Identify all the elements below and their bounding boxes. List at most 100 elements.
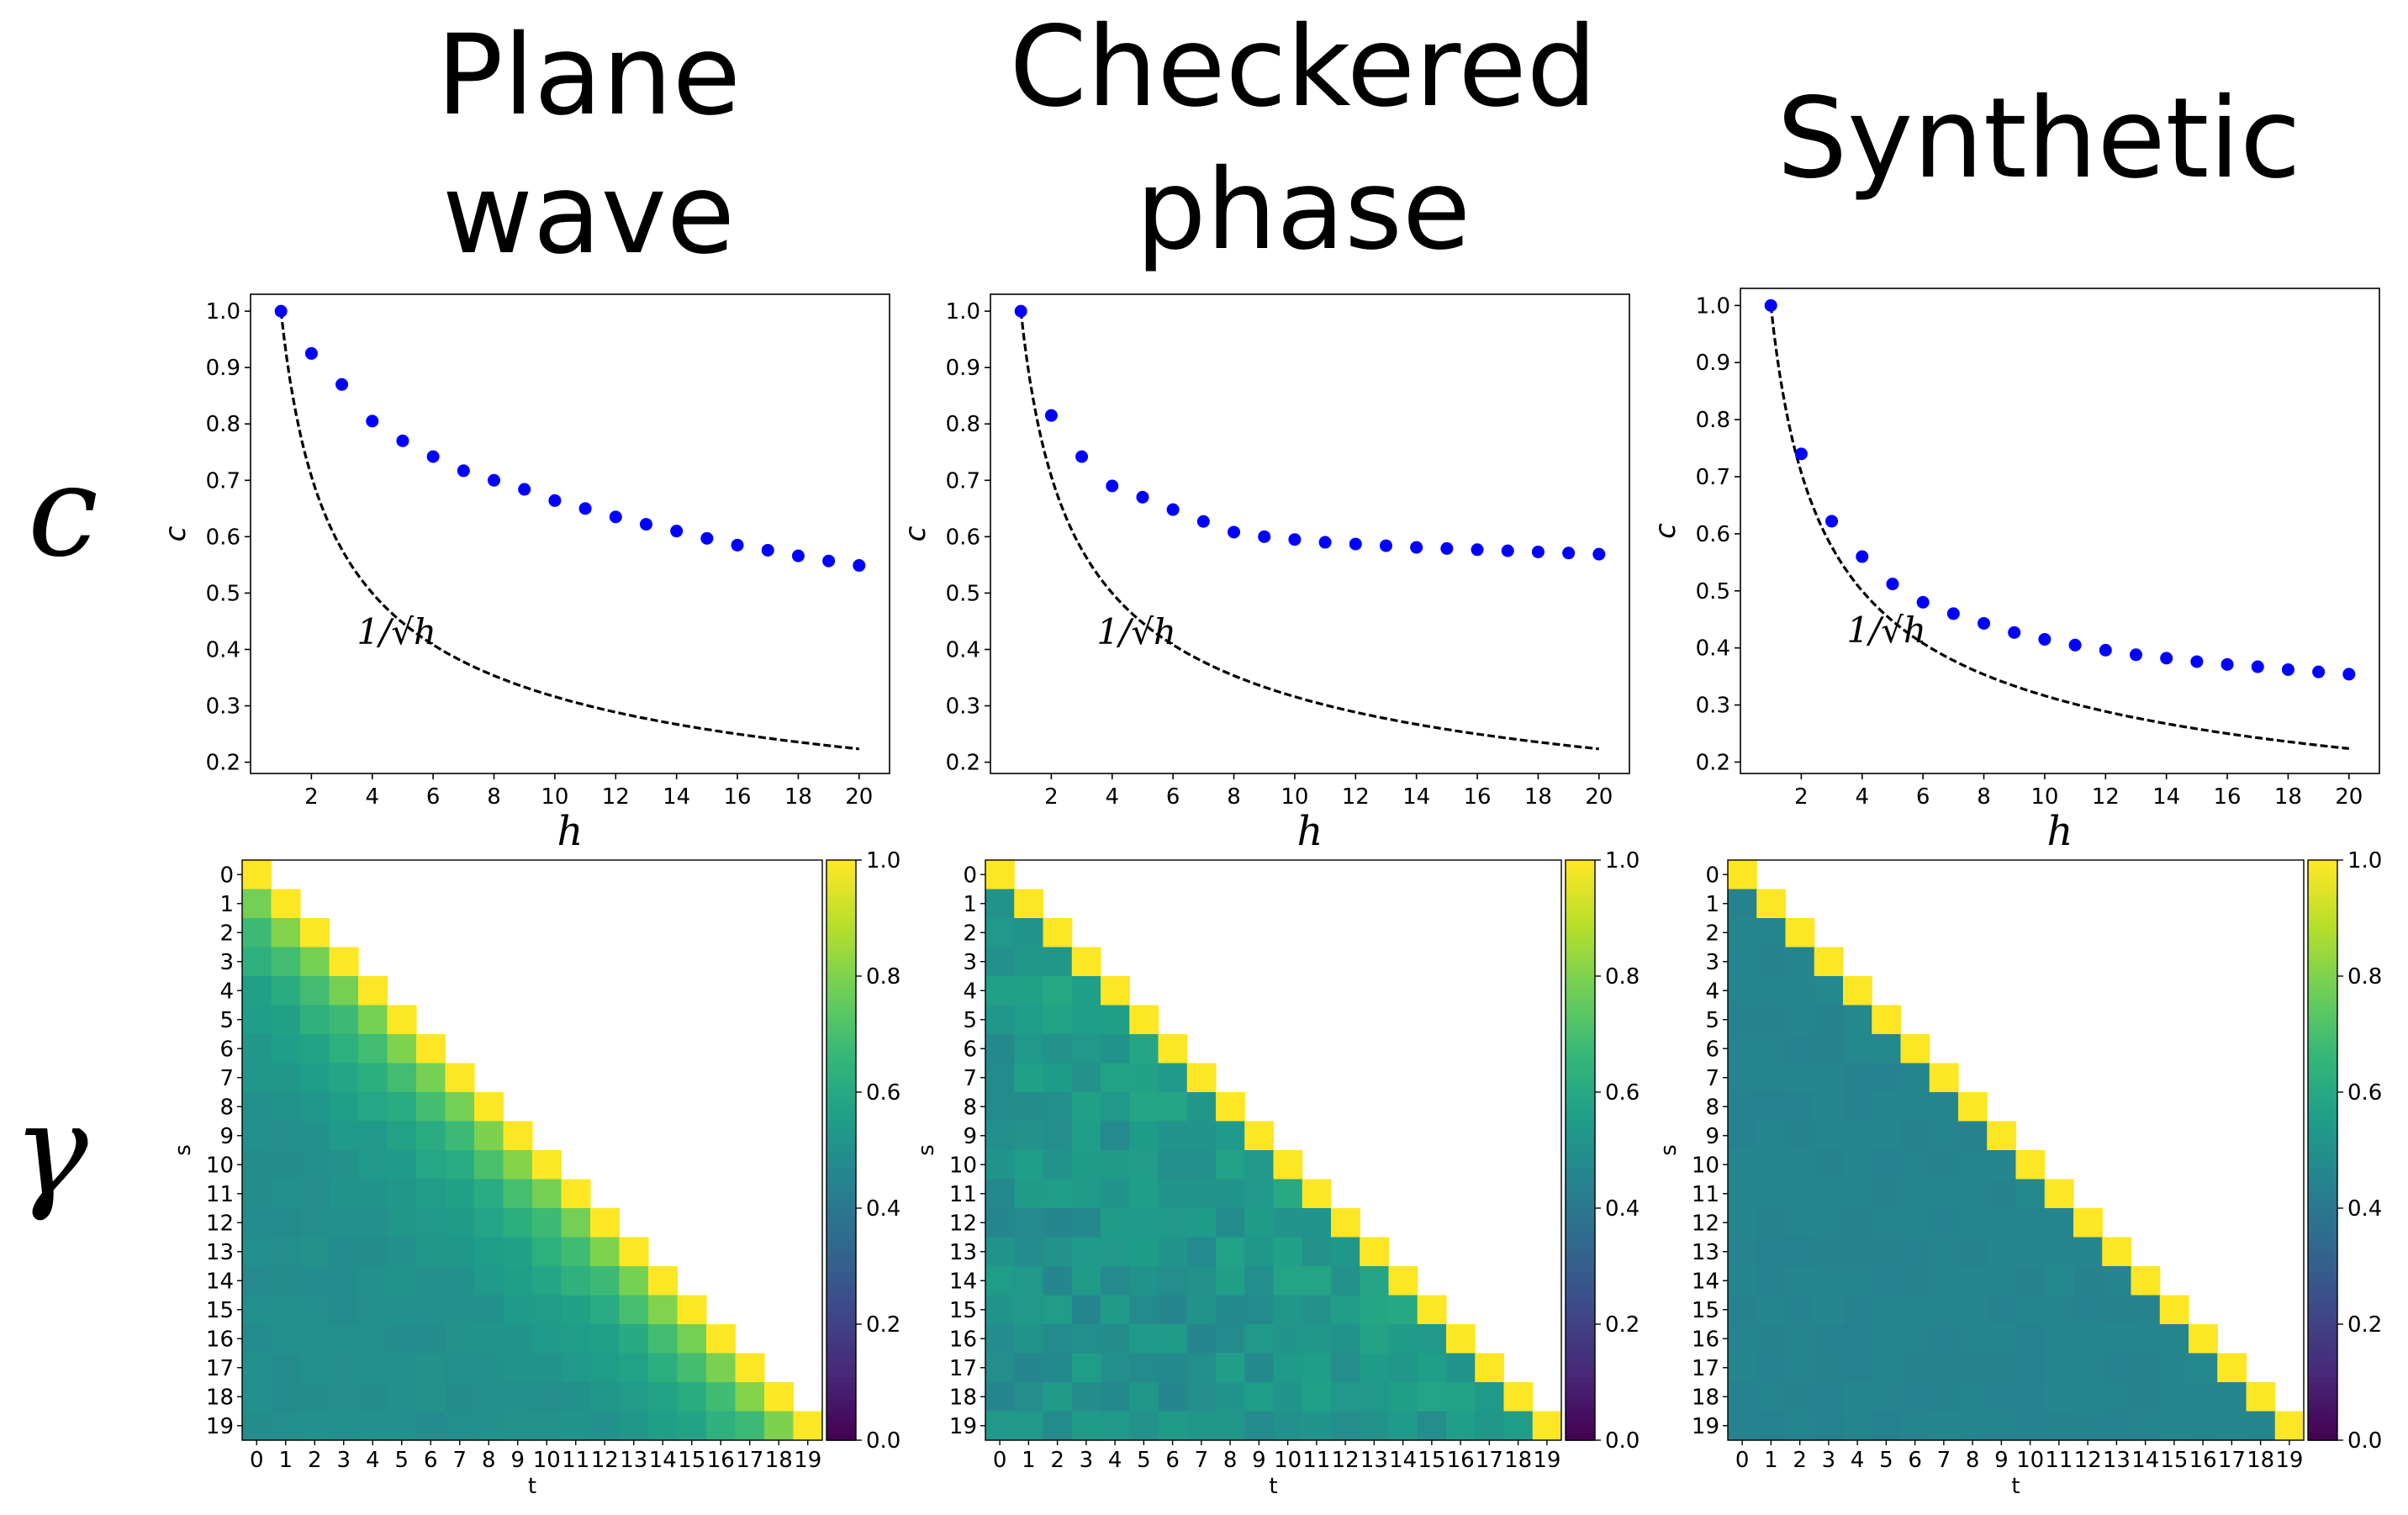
colorbar-segment xyxy=(826,958,856,965)
y-tick-label: 0.2 xyxy=(946,751,980,776)
data-point xyxy=(1258,530,1271,543)
heatmap-cell xyxy=(1014,976,1044,1006)
colorbar-segment xyxy=(2308,1266,2337,1273)
colorbar-segment xyxy=(1566,958,1595,965)
heatmap-cell xyxy=(1900,1208,1930,1238)
heatmap-cell xyxy=(1331,1266,1360,1296)
heatmap-cell xyxy=(985,976,1015,1006)
heatmap-cell xyxy=(1186,1353,1217,1383)
heatmap-cell xyxy=(1244,1266,1275,1296)
heatmap-cell xyxy=(1475,1353,1505,1383)
row-label-gamma: γ xyxy=(13,1078,88,1224)
x-tick-label: 3 xyxy=(336,1448,351,1473)
colorbar-segment xyxy=(2308,964,2337,971)
heatmap-frame xyxy=(241,859,823,1441)
heatmap-cell xyxy=(735,1353,765,1383)
data-point xyxy=(1946,607,1960,620)
colorbar-segment xyxy=(2308,1231,2337,1238)
y-tick-label: 0.6 xyxy=(1696,522,1730,547)
x-tick-label: 11 xyxy=(2045,1448,2073,1473)
data-point xyxy=(761,543,774,557)
heatmap-cell xyxy=(1129,1063,1159,1093)
x-tick-label: 10 xyxy=(2016,1448,2044,1473)
heatmap-cell xyxy=(561,1266,591,1296)
heatmap-cell xyxy=(1302,1353,1332,1383)
y-tick-label: 0.4 xyxy=(206,637,240,662)
heatmap-cell xyxy=(648,1382,679,1412)
colorbar-segment xyxy=(1566,976,1595,983)
heatmap-cell xyxy=(2015,1382,2046,1412)
heatmap-cell xyxy=(1101,1092,1130,1122)
colorbar-segment xyxy=(1566,1254,1595,1261)
colorbar-segment xyxy=(1566,1283,1595,1291)
colorbar-segment xyxy=(826,941,856,948)
heatmap-cell xyxy=(1728,1092,1757,1122)
heatmap-cell xyxy=(677,1353,707,1383)
y-tick-label: 3 xyxy=(219,950,234,975)
colorbar-segment xyxy=(1566,906,1595,913)
x-tick-label: 10 xyxy=(533,1448,561,1473)
c-plot-plane-wave: 2 4 6 8 10 12 14 16 18 20 0.2 0.3 0.4 0.5 0.6 0.7 0.8 0.9… xyxy=(159,293,890,855)
heatmap-cell xyxy=(2102,1266,2132,1296)
heatmap-cell xyxy=(1756,1295,1787,1325)
heatmap-cell xyxy=(358,1063,388,1093)
y-tick-label: 17 xyxy=(949,1356,977,1381)
heatmap-cell xyxy=(1216,1150,1245,1180)
colorbar-segment xyxy=(2308,1039,2337,1047)
x-tick-label: 6 xyxy=(1166,784,1180,810)
heatmap-cell xyxy=(1872,1005,1902,1035)
colorbar-segment xyxy=(1566,1306,1595,1313)
colorbar-segment xyxy=(826,1411,856,1418)
colorbar-segment xyxy=(1566,1150,1595,1157)
colorbar-segment xyxy=(826,1312,856,1319)
heatmap-cell xyxy=(387,1208,417,1238)
reference-curve-label: 1/√h xyxy=(356,611,436,652)
y-tick-label: 5 xyxy=(963,1008,977,1033)
x-tick-label: 8 xyxy=(487,784,501,810)
y-tick-label: 10 xyxy=(206,1153,234,1178)
x-tick-label: 17 xyxy=(2218,1448,2246,1473)
heatmap-cell xyxy=(300,1063,330,1093)
heatmap-cell xyxy=(1532,1411,1562,1441)
heatmap-cell xyxy=(445,1295,475,1325)
colorbar-segment xyxy=(2308,1289,2337,1296)
data-point xyxy=(2068,638,2082,652)
x-tick-label: 0 xyxy=(250,1448,264,1473)
x-axis-label: h xyxy=(1297,808,1323,855)
x-tick-label: 18 xyxy=(784,784,812,810)
heatmap-cell xyxy=(358,976,388,1006)
y-tick-label: 3 xyxy=(1705,950,1719,975)
heatmap-cell xyxy=(1129,1237,1159,1267)
heatmap-cell xyxy=(1929,1382,1959,1412)
colorbar-segment xyxy=(2308,1185,2337,1192)
heatmap-cell xyxy=(300,1295,330,1325)
colorbar-segment xyxy=(1566,1097,1595,1105)
heatmap-cell xyxy=(1417,1353,1447,1383)
heatmap-cell xyxy=(1273,1324,1303,1354)
heatmap-cell xyxy=(1785,976,1815,1006)
colorbar-segment xyxy=(1566,1115,1595,1122)
colorbar-segment xyxy=(826,1213,856,1221)
heatmap-cell xyxy=(1987,1121,2017,1151)
colorbar-segment xyxy=(2308,1109,2337,1116)
heatmap-cell xyxy=(445,1411,475,1441)
y-tick-label: 4 xyxy=(219,979,234,1004)
heatmap-cell xyxy=(271,1266,301,1296)
heatmap-cell xyxy=(1101,976,1130,1006)
heatmap-cell xyxy=(1929,1411,1959,1441)
colorbar-segment xyxy=(826,877,856,884)
reference-curve xyxy=(1019,310,1599,751)
x-tick-label: 2 xyxy=(1793,1448,1807,1473)
heatmap-cell xyxy=(1331,1237,1360,1267)
heatmap-cell xyxy=(329,1411,359,1441)
heatmap-cell xyxy=(1014,1295,1044,1325)
heatmap-cell xyxy=(1728,1295,1757,1325)
colorbar-segment xyxy=(1566,1417,1595,1424)
colorbar-segment xyxy=(2308,1045,2337,1053)
colorbar-segment xyxy=(2308,1080,2337,1087)
colorbar-segment xyxy=(2308,1121,2337,1128)
heatmap-cell xyxy=(2044,1353,2074,1383)
heatmap-cell xyxy=(1929,1092,1959,1122)
colorbar-segment xyxy=(826,1155,856,1163)
heatmap-cell xyxy=(1728,1237,1757,1267)
